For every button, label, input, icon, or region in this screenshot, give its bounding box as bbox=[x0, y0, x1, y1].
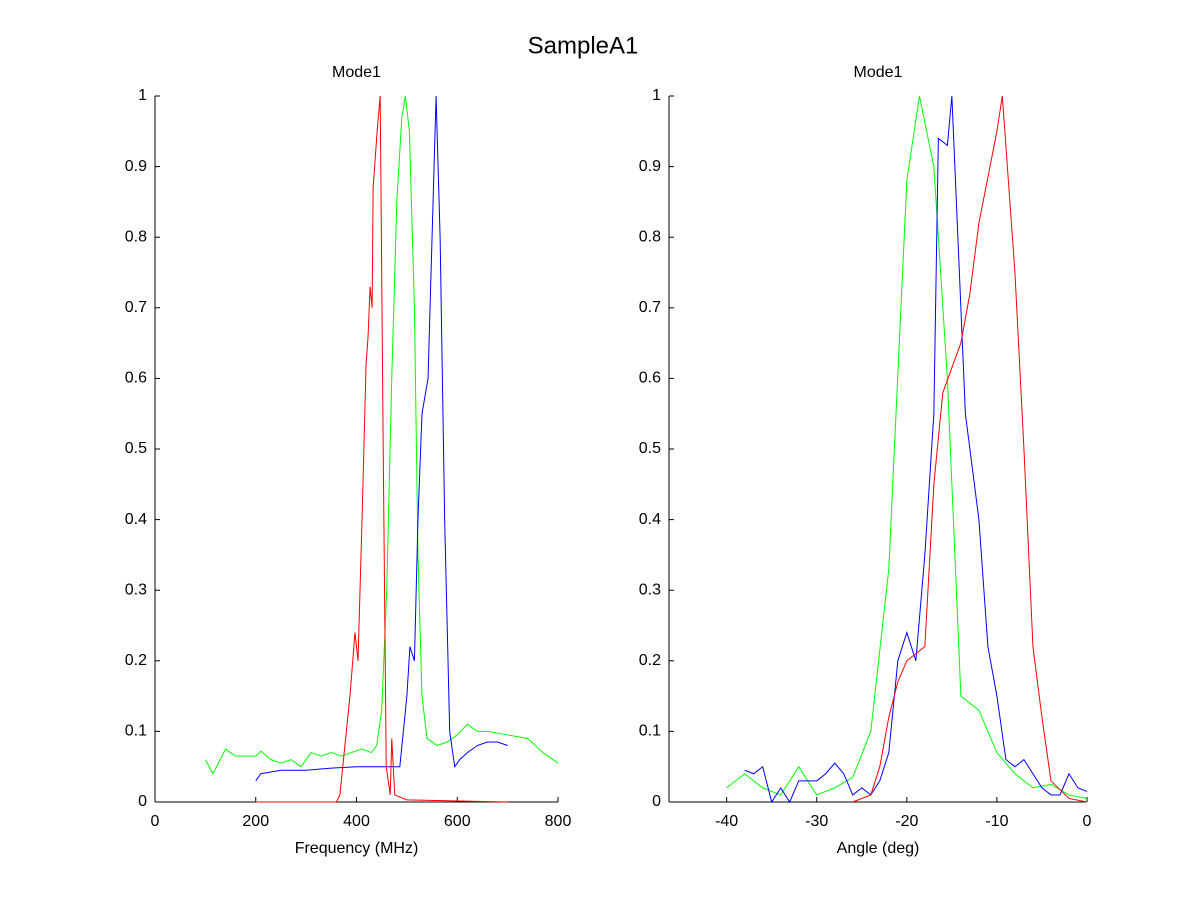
x-tick-label: 0 bbox=[1083, 813, 1092, 830]
y-tick-label: 0.9 bbox=[639, 158, 661, 175]
y-tick-label: 0.8 bbox=[639, 228, 661, 245]
x-tick-label: -20 bbox=[895, 813, 918, 830]
x-axis-label: Angle (deg) bbox=[837, 840, 920, 857]
data-line bbox=[204, 95, 559, 775]
y-tick-label: 0.2 bbox=[639, 652, 661, 669]
y-tick-label: 0.5 bbox=[125, 440, 147, 457]
x-tick-label: 0 bbox=[151, 813, 160, 830]
y-tick-label: 0.3 bbox=[639, 581, 661, 598]
axes-title: Mode1 bbox=[854, 64, 903, 81]
figure-title: SampleA1 bbox=[528, 32, 639, 59]
y-tick-label: 0.1 bbox=[639, 723, 661, 740]
y-tick-label: 0.6 bbox=[639, 370, 661, 387]
y-tick-label: 0.1 bbox=[125, 723, 147, 740]
y-tick-label: 0.6 bbox=[125, 370, 147, 387]
x-tick-label: 400 bbox=[343, 813, 370, 830]
axes-title: Mode1 bbox=[332, 64, 381, 81]
x-tick-label: -10 bbox=[985, 813, 1008, 830]
data-line bbox=[255, 95, 508, 803]
data-line bbox=[744, 95, 1088, 804]
y-tick-label: 0.7 bbox=[125, 299, 147, 316]
y-tick-label: 0.8 bbox=[125, 228, 147, 245]
y-tick-label: 0.3 bbox=[125, 581, 147, 598]
y-tick-label: 0 bbox=[652, 793, 661, 810]
x-tick-label: 600 bbox=[444, 813, 471, 830]
y-tick-label: 0.4 bbox=[125, 511, 147, 528]
x-tick-label: -30 bbox=[805, 813, 828, 830]
data-line bbox=[255, 95, 508, 782]
y-tick-label: 1 bbox=[652, 87, 661, 104]
y-tick-label: 1 bbox=[138, 87, 147, 104]
y-tick-label: 0.7 bbox=[639, 299, 661, 316]
x-tick-label: 200 bbox=[242, 813, 269, 830]
y-tick-label: 0.5 bbox=[639, 440, 661, 457]
y-tick-label: 0 bbox=[138, 793, 147, 810]
y-tick-label: 0.2 bbox=[125, 652, 147, 669]
x-tick-label: -40 bbox=[715, 813, 738, 830]
data-line bbox=[726, 95, 1088, 799]
x-tick-label: 800 bbox=[545, 813, 572, 830]
y-tick-label: 0.9 bbox=[125, 158, 147, 175]
y-tick-label: 0.4 bbox=[639, 511, 661, 528]
data-line bbox=[852, 95, 1088, 803]
x-axis-label: Frequency (MHz) bbox=[295, 840, 419, 857]
